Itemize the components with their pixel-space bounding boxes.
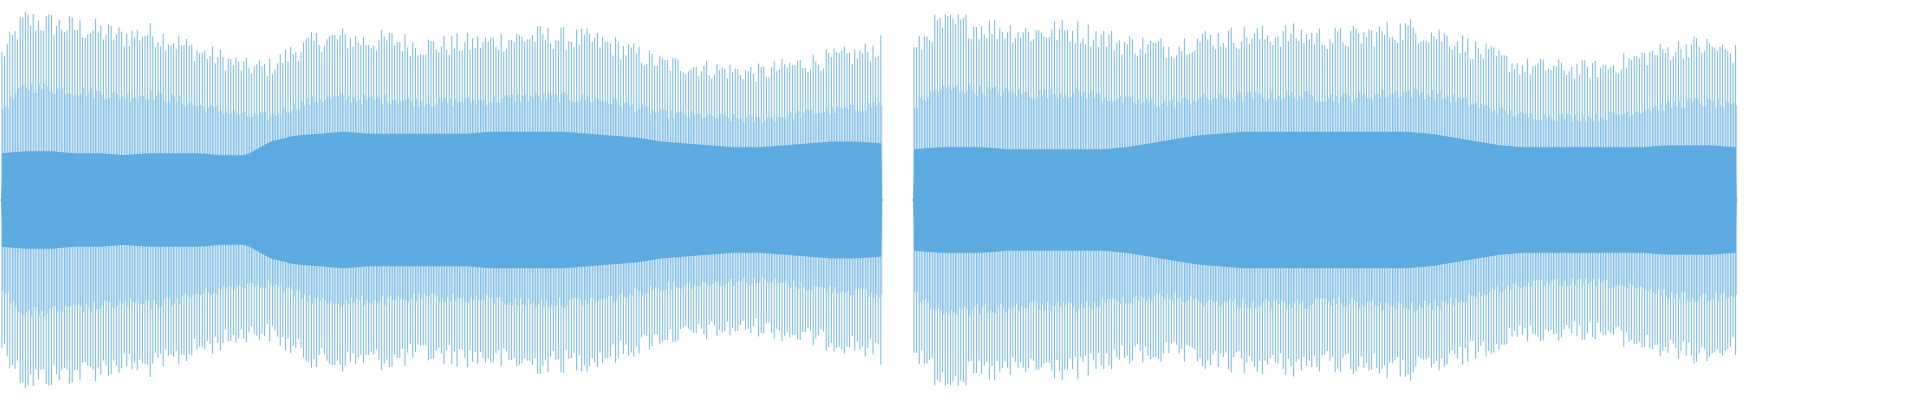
waveform-clip-2[interactable] (912, 13, 1738, 387)
waveform-clip-1[interactable] (0, 11, 884, 389)
audio-clips[interactable] (0, 11, 1738, 389)
